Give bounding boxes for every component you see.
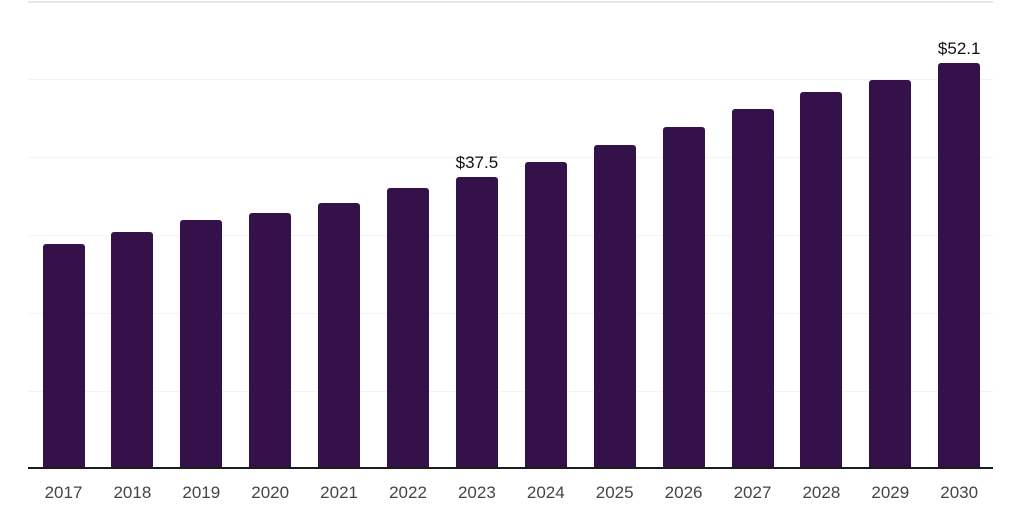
bar-2027[interactable] — [731, 109, 774, 469]
x-axis-label-2023: 2023 — [457, 483, 496, 502]
x-axis-line — [28, 467, 993, 469]
x-axis-label-2029: 2029 — [871, 483, 910, 502]
gridline-20 — [28, 313, 993, 314]
bar-2022[interactable] — [387, 188, 429, 469]
bar-2019[interactable] — [180, 220, 223, 469]
bar-2020[interactable] — [249, 213, 292, 469]
bar-2024[interactable] — [524, 161, 567, 469]
x-axis-label-2017: 2017 — [44, 483, 83, 502]
x-axis-label-2020: 2020 — [251, 483, 290, 502]
gridline-40 — [28, 157, 993, 158]
gridline-60 — [28, 1, 993, 3]
value-label-2023: $37.5 — [455, 152, 499, 172]
gridline-10 — [28, 391, 993, 392]
x-axis-label-2025: 2025 — [595, 483, 634, 502]
plot-area: $37.5 $52.1 — [28, 0, 993, 469]
bar-2026[interactable] — [662, 126, 705, 469]
x-axis-label-2027: 2027 — [733, 483, 772, 502]
bar-2021[interactable] — [318, 203, 361, 469]
gridline-30 — [28, 235, 993, 236]
x-axis-label-2026: 2026 — [664, 483, 703, 502]
x-axis-label-2022: 2022 — [389, 483, 427, 502]
x-axis-label-2024: 2024 — [526, 483, 565, 502]
x-axis-label-2028: 2028 — [802, 483, 841, 502]
bar-2028[interactable] — [800, 92, 843, 469]
bar-2018[interactable] — [111, 231, 154, 469]
x-axis-label-2030: 2030 — [940, 483, 979, 502]
bar-2029[interactable] — [869, 79, 912, 469]
x-axis-label-2021: 2021 — [320, 483, 358, 502]
gridline-50 — [28, 79, 993, 80]
value-label-2030: $52.1 — [937, 38, 981, 58]
bar-2030[interactable] — [938, 62, 981, 469]
bar-2023[interactable] — [455, 176, 498, 469]
bar-2025[interactable] — [593, 144, 636, 469]
x-axis-label-2018: 2018 — [113, 483, 152, 502]
bar-2017[interactable] — [42, 243, 85, 469]
x-axis-label-2019: 2019 — [182, 483, 221, 502]
